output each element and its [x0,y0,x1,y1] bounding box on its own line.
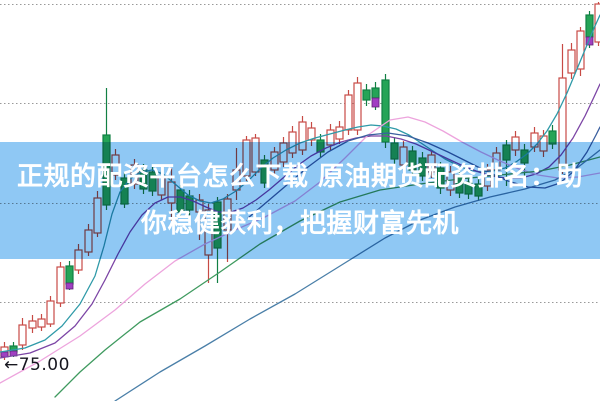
candle-body [567,49,576,74]
candle-purple-marker [371,97,380,108]
headline-line-1: 正规的配资平台怎么下载 原油期货配资排名：助 [16,161,584,192]
headline-line-2: 你稳健获利，把握财富先机 [140,208,459,239]
candle-body [344,94,353,131]
candle-body [46,300,55,325]
overlay-band [0,142,600,259]
candle-body [307,127,316,141]
candle-body [371,87,380,99]
candle-body [37,318,46,328]
headline-caption: 正规的配资平台怎么下载 原油期货配资排名：助 你稳健获利，把握财富先机 [0,142,600,259]
candle-body [56,266,65,304]
price-marker-label: ←75.00 [4,355,70,375]
candle-purple-marker [65,282,74,290]
candle-body [362,89,371,101]
candle-body [18,324,27,346]
candle-body [65,265,74,285]
candle-body [335,126,344,140]
candle-body [353,82,362,131]
candle-purple-marker [585,36,594,46]
candle-body [576,30,585,70]
candle-body [28,320,37,329]
candle-body [594,3,600,43]
